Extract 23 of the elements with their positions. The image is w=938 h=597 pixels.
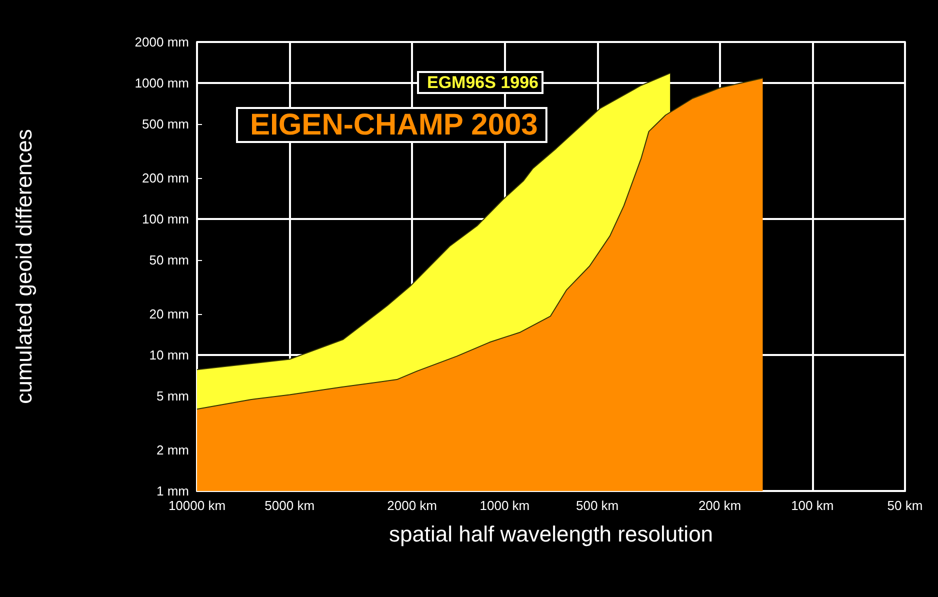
x-tick-label: 10000 km (168, 498, 226, 513)
x-axis-title: spatial half wavelength resolution (388, 522, 714, 546)
y-tick-label: 100 mm (142, 211, 189, 226)
y-axis-title: cumulated geoid differences (12, 129, 36, 404)
y-tick-label: 1 mm (156, 484, 189, 498)
x-tick-label: 5000 km (264, 498, 315, 513)
x-tick-label: 1000 km (480, 498, 530, 513)
y-tick-label: 500 mm (142, 116, 189, 132)
x-tick-label: 500 km (576, 498, 619, 513)
y-tick-label: 5 mm (156, 388, 189, 404)
y-tick-label: 50 mm (149, 252, 189, 268)
x-tick-label: 50 km (887, 498, 923, 513)
x-tick-label: 100 km (791, 498, 834, 513)
text: EGM96S 1996 (427, 73, 539, 92)
text: EIGEN-CHAMP 2003 (250, 108, 538, 142)
y-tick-label: 1000 mm (134, 75, 189, 90)
y-tick-label: 2 mm (156, 442, 189, 458)
x-tick-label: 200 km (698, 498, 742, 513)
y-tick-label: 200 mm (142, 170, 189, 186)
x-tick-label: 2000 km (387, 498, 437, 513)
y-tick-label: 10 mm (149, 347, 189, 362)
y-tick-label: 2000 mm (134, 34, 189, 50)
y-tick-label: 20 mm (149, 306, 189, 322)
